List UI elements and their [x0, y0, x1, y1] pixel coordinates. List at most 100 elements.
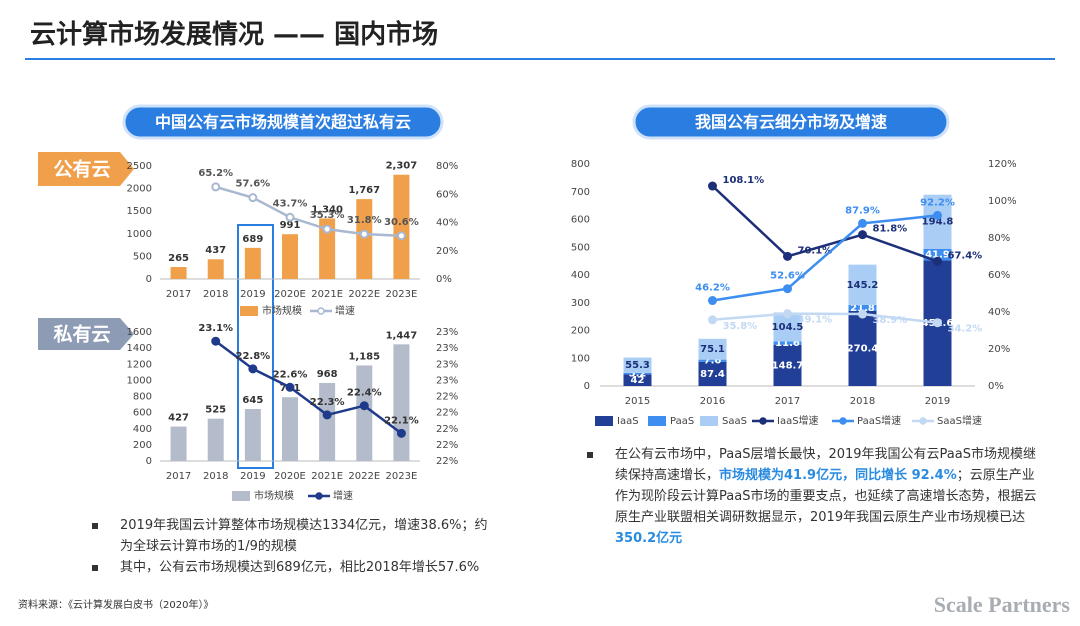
data-label: 437: [205, 245, 226, 256]
data-label: 52.6%: [770, 271, 805, 282]
tick-label: 200: [133, 440, 152, 451]
tick-label: 80%: [436, 161, 458, 172]
marker: [783, 284, 792, 294]
x-tick-label: 2017: [775, 396, 800, 407]
x-tick-label: 2017: [166, 289, 191, 300]
marker: [783, 251, 792, 261]
data-label: 427: [168, 413, 189, 424]
tick-label: 40%: [988, 307, 1010, 318]
bar: [244, 408, 261, 461]
tick-label: 0: [146, 274, 152, 285]
data-label: 57.6%: [236, 179, 271, 190]
x-tick-label: 2016: [700, 396, 725, 407]
x-tick-label: 2023E: [386, 289, 418, 300]
bar: [698, 361, 727, 386]
x-tick-label: 2021E: [311, 471, 343, 482]
marker: [211, 336, 221, 346]
bar: [319, 218, 336, 279]
legend-label: 增速: [333, 489, 353, 502]
data-label: 1,185: [348, 351, 380, 362]
data-label: 968: [317, 369, 338, 380]
data-label: 645: [242, 395, 263, 406]
marker: [285, 212, 295, 222]
tick-label: 2000: [127, 184, 152, 195]
tick-label: 1000: [127, 375, 152, 386]
bar: [923, 248, 952, 261]
legend-label: PaaS增速: [857, 414, 901, 427]
tick-label: 600: [571, 215, 590, 226]
legend-marker: [317, 307, 325, 315]
marker: [858, 230, 867, 240]
tick-label: 23%: [436, 343, 458, 354]
tick-label: 1000: [127, 229, 152, 240]
tick-label: 400: [571, 270, 590, 281]
x-tick-label: 2015: [625, 396, 650, 407]
title-pill: [122, 104, 444, 140]
legend-label: SaaS: [722, 416, 747, 427]
highlight: 市场规模为41.9亿元，同比增长 92.4%: [719, 468, 957, 483]
line: [712, 214, 938, 302]
data-label: 75.1: [700, 344, 725, 355]
bullet: 2019年我国云计算整体市场规模达1334亿元，增速38.6%；约为全球云计算市…: [90, 515, 490, 557]
bar: [773, 344, 802, 386]
highlight: 350.2亿元: [615, 531, 683, 546]
data-label: 38.9%: [873, 315, 908, 326]
data-label: 270.4: [847, 343, 879, 354]
data-label: 67.4%: [948, 250, 983, 261]
legend-swatch: [232, 491, 250, 501]
line: [215, 185, 402, 238]
tick-label: 1400: [127, 343, 152, 354]
tick-label: 20%: [436, 246, 458, 257]
data-label: 35.8%: [723, 321, 758, 332]
marker: [933, 256, 942, 266]
tick-label: 500: [571, 242, 590, 253]
line: [712, 312, 938, 324]
text: ；云原生产业作为现阶段云计算PaaS市场的重要支点，也延续了高速增长态势，根据云…: [615, 468, 1037, 525]
marker: [211, 182, 221, 192]
highlight-box: [237, 224, 274, 469]
data-label: 46.2%: [695, 283, 730, 294]
legend-marker: [315, 492, 323, 500]
side-tag: [38, 152, 134, 186]
data-label: 21.8: [850, 303, 875, 314]
text: 在公有云市场中，PaaS层增长最快，2019年我国公有云PaaS市场规模继续保持…: [615, 447, 1036, 483]
bar: [623, 372, 652, 375]
bar: [393, 344, 410, 461]
data-label: 23.1%: [198, 323, 233, 334]
data-label: 35.3%: [310, 210, 345, 221]
data-label: 39.1%: [798, 315, 833, 326]
bar: [282, 234, 298, 279]
marker: [933, 210, 942, 220]
marker: [783, 309, 792, 319]
legend-label: 市场规模: [254, 489, 294, 502]
bar: [207, 259, 224, 279]
data-label: 22.4%: [347, 388, 382, 399]
tick-label: 500: [133, 251, 152, 262]
x-tick-label: 2018: [203, 471, 228, 482]
data-label: 2,307: [386, 161, 418, 172]
data-label: 194.8: [922, 217, 954, 228]
marker: [248, 364, 258, 374]
marker: [708, 181, 717, 191]
tick-label: 100%: [988, 196, 1017, 207]
data-label: 148.7: [772, 360, 804, 371]
bullet: 在公有云市场中，PaaS层增长最快，2019年我国公有云PaaS市场规模继续保持…: [585, 444, 1045, 549]
source: 资料来源：《云计算发展白皮书（2020年）》: [18, 600, 214, 611]
data-label: 43.7%: [273, 198, 308, 209]
bar: [848, 310, 877, 386]
bar: [698, 338, 727, 360]
tick-label: 22%: [436, 392, 458, 403]
tick-label: 700: [571, 187, 590, 198]
x-tick-label: 2022E: [348, 289, 380, 300]
marker: [396, 231, 406, 241]
data-label: 30.6%: [384, 217, 419, 228]
marker: [359, 401, 369, 411]
marker: [933, 318, 942, 328]
tick-label: 200: [571, 326, 590, 337]
data-label: 41.9: [925, 250, 950, 261]
x-tick-label: 2019: [240, 471, 265, 482]
marker: [858, 309, 867, 319]
data-label: 265: [168, 253, 189, 264]
